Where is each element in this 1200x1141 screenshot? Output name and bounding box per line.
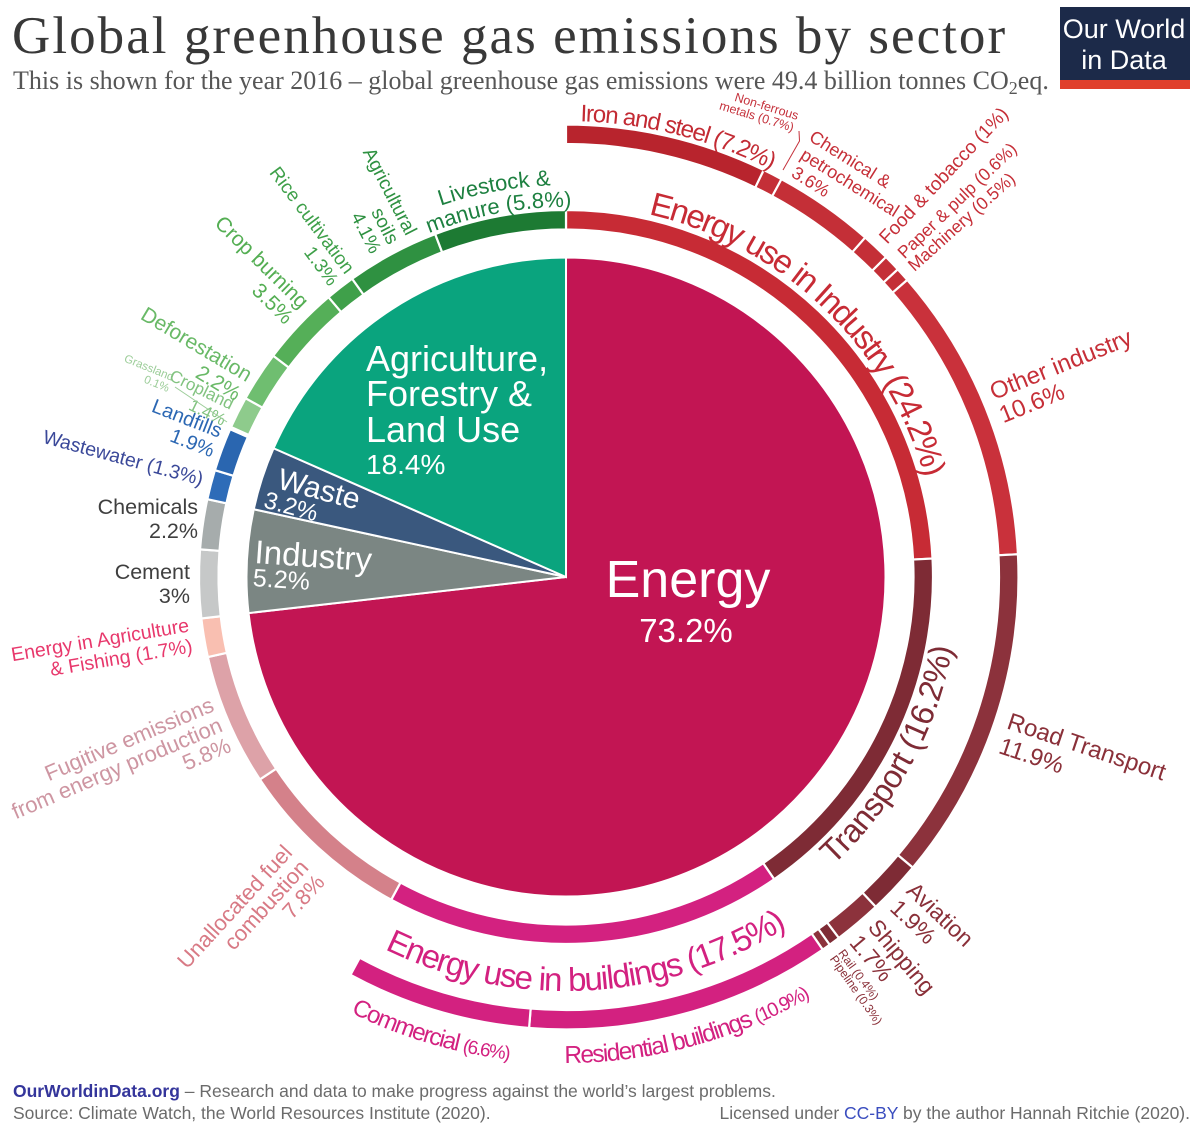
svg-text:Our World: Our World — [1063, 14, 1186, 44]
svg-text:Agriculture,Forestry &Land Use: Agriculture, Forestry & Land Use 18.4% — [366, 338, 548, 480]
svg-text:73.2%: 73.2% — [639, 612, 733, 649]
svg-text:in Data: in Data — [1081, 45, 1168, 75]
svg-text:This is shown for the year 201: This is shown for the year 2016 – global… — [13, 66, 1049, 98]
svg-text:Energy: Energy — [606, 551, 771, 609]
svg-text:Global greenhouse gas emission: Global greenhouse gas emissions by secto… — [12, 7, 1007, 65]
svg-text:Licensed under CC-BY by the au: Licensed under CC-BY by the author Hanna… — [719, 1103, 1190, 1123]
svg-text:Waste3.2%: Waste3.2% — [261, 461, 364, 537]
svg-text:Industry5.2%: Industry5.2% — [252, 533, 374, 600]
svg-text:OurWorldinData.org – Research: OurWorldinData.org – Research and data t… — [13, 1081, 776, 1101]
svg-text:Source: Climate Watch, the Wor: Source: Climate Watch, the World Resourc… — [13, 1103, 491, 1123]
